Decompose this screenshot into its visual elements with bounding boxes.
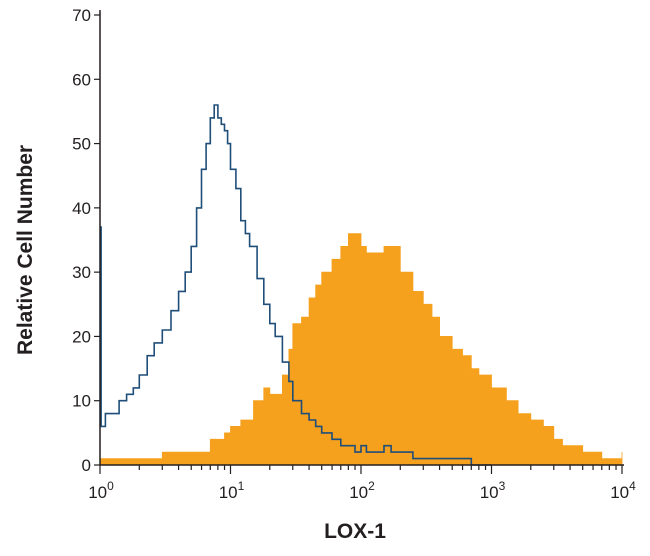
x-tick-label: 104: [610, 479, 636, 502]
y-tick-label: 10: [72, 392, 91, 411]
plot-marks: [99, 104, 623, 466]
y-axis-title: Relative Cell Number: [14, 145, 37, 355]
y-tick-label: 0: [82, 456, 91, 475]
y-axis-ticks: 0 10 20 30 40 50 60 70: [72, 6, 100, 475]
y-tick-label: 50: [72, 135, 91, 154]
y-tick-label: 40: [72, 199, 91, 218]
x-tick-label: 103: [480, 479, 506, 502]
x-axis-ticks: 100 101 102 103 104: [88, 465, 636, 502]
y-tick-label: 70: [72, 6, 91, 25]
series-outline-histogram: [100, 104, 492, 466]
x-tick-label: 100: [88, 479, 114, 502]
x-tick-label: 101: [219, 479, 245, 502]
y-tick-label: 60: [72, 70, 91, 89]
series-filled-histogram: [99, 233, 623, 466]
y-tick-label: 20: [72, 327, 91, 346]
x-axis-title: LOX-1: [324, 520, 386, 543]
y-tick-label: 30: [72, 263, 91, 282]
x-tick-label: 102: [349, 479, 375, 502]
